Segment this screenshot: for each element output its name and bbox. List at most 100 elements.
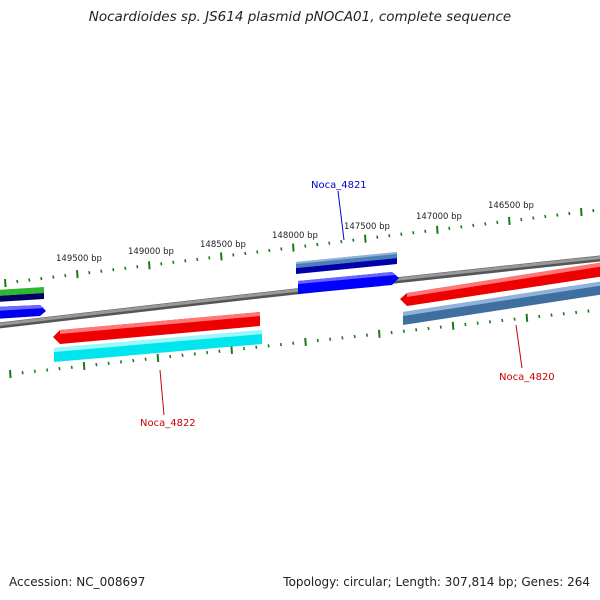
label-leader-4821 (337, 190, 345, 241)
inner-minor-tick (58, 366, 61, 371)
cyan-bar-highlight (54, 330, 262, 352)
outer-minor-tick (424, 229, 427, 233)
outer-major-tick (508, 216, 511, 226)
outer-minor-tick (448, 226, 451, 230)
tick-label-146500: 146500 bp (488, 201, 534, 211)
inner-minor-tick (513, 317, 516, 321)
outer-minor-tick (64, 273, 67, 278)
inner-minor-tick (132, 358, 135, 363)
tick-label-149000: 149000 bp (128, 247, 174, 257)
outer-minor-tick (484, 222, 487, 226)
outer-major-tick (76, 270, 79, 279)
outer-minor-tick (592, 208, 595, 213)
outer-minor-tick (136, 265, 139, 269)
outer-major-tick (580, 208, 583, 217)
outer-minor-tick (352, 238, 355, 242)
outer-minor-tick (412, 231, 415, 235)
outer-minor-tick (304, 244, 307, 248)
inner-minor-tick (46, 368, 49, 372)
outer-major-tick (364, 234, 367, 243)
blue-arrow-4821 (298, 272, 399, 294)
inner-minor-tick (144, 357, 147, 361)
inner-minor-tick (415, 328, 418, 332)
steelblue-bar-highlight (296, 252, 397, 264)
inner-minor-tick (476, 321, 479, 325)
inner-major-tick (156, 353, 160, 363)
gene-noca-4822[interactable]: Noca_4822 (53, 312, 262, 429)
outer-minor-tick (244, 251, 247, 256)
inner-minor-tick (427, 326, 430, 331)
outer-minor-tick (256, 250, 259, 254)
map-title: Nocardioides sp. JS614 plasmid pNOCA01, … (88, 9, 512, 25)
outer-minor-tick (184, 259, 187, 263)
inner-minor-tick (390, 330, 393, 335)
red-arrow-highlight (60, 312, 260, 334)
outer-minor-tick (160, 262, 163, 266)
inner-minor-tick (538, 314, 541, 319)
outer-minor-tick (40, 276, 43, 281)
inner-minor-tick (267, 344, 270, 348)
gene-noca-4821[interactable]: Noca_4821 (296, 180, 399, 294)
tick-label-149500: 149500 bp (56, 254, 102, 264)
label-leader-4820 (515, 324, 523, 369)
inner-minor-tick (33, 369, 36, 373)
inner-minor-tick (206, 350, 209, 355)
outer-minor-tick (316, 242, 319, 247)
outer-minor-tick (496, 220, 499, 225)
inner-minor-tick (107, 361, 110, 365)
inner-minor-tick (255, 345, 258, 349)
outer-minor-tick (556, 213, 559, 217)
outer-minor-tick (520, 217, 523, 222)
outer-tick-row (4, 208, 595, 288)
outer-minor-tick (472, 223, 475, 228)
inner-major-tick (378, 329, 381, 338)
inner-minor-tick (193, 352, 196, 356)
left-edge-genes (0, 287, 46, 319)
outer-minor-tick (268, 248, 271, 253)
outer-minor-tick (280, 247, 283, 251)
red-arrow-4820-highlight (407, 262, 600, 297)
outer-minor-tick (28, 278, 31, 282)
inner-minor-tick (587, 309, 590, 313)
accession-label: Accession: NC_008697 (9, 575, 146, 589)
inner-minor-tick (316, 338, 319, 343)
inner-minor-tick (292, 341, 295, 345)
outer-minor-tick (460, 225, 463, 229)
darkblue-bar (296, 258, 397, 274)
outer-minor-tick (100, 269, 103, 273)
outer-major-tick (220, 252, 223, 261)
outer-minor-tick (400, 232, 403, 236)
tick-label-147000: 147000 bp (416, 212, 462, 222)
gene-label-noca-4821: Noca_4821 (311, 180, 367, 191)
inner-minor-tick (464, 322, 467, 327)
gene-noca-4820[interactable]: Noca_4820 (400, 262, 600, 383)
inner-minor-tick (279, 342, 282, 347)
inner-minor-tick (169, 354, 172, 359)
inner-minor-tick (575, 310, 578, 315)
inner-minor-tick (329, 337, 332, 341)
outer-minor-tick (208, 256, 211, 260)
inner-minor-tick (353, 334, 356, 339)
outer-minor-tick (16, 279, 19, 284)
tick-label-148500: 148500 bp (200, 240, 246, 250)
gene-label-noca-4820: Noca_4820 (499, 372, 555, 383)
inner-minor-tick (439, 325, 442, 329)
blue-arrow-highlight (298, 272, 396, 284)
outer-minor-tick (340, 239, 343, 244)
sequence-summary: Topology: circular; Length: 307,814 bp; … (283, 575, 590, 589)
outer-major-tick (436, 225, 439, 234)
outer-minor-tick (112, 268, 115, 272)
inner-minor-tick (181, 353, 184, 357)
outer-minor-tick (52, 275, 55, 279)
inner-minor-tick (562, 312, 565, 316)
outer-minor-tick (532, 216, 535, 220)
inner-major-tick (304, 337, 307, 346)
outer-minor-tick (88, 271, 91, 275)
inner-minor-tick (21, 371, 24, 375)
tick-label-147500: 147500 bp (344, 222, 390, 232)
steelblue-bar-4820-highlight (403, 281, 600, 316)
outer-minor-tick (388, 234, 391, 238)
inner-minor-tick (70, 365, 73, 369)
